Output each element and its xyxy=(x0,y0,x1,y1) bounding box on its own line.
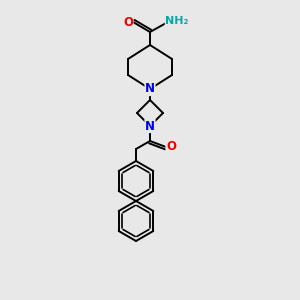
Text: O: O xyxy=(166,140,176,154)
Text: O: O xyxy=(123,16,133,28)
Text: NH₂: NH₂ xyxy=(165,16,189,26)
Text: N: N xyxy=(145,82,155,95)
Text: N: N xyxy=(145,119,155,133)
